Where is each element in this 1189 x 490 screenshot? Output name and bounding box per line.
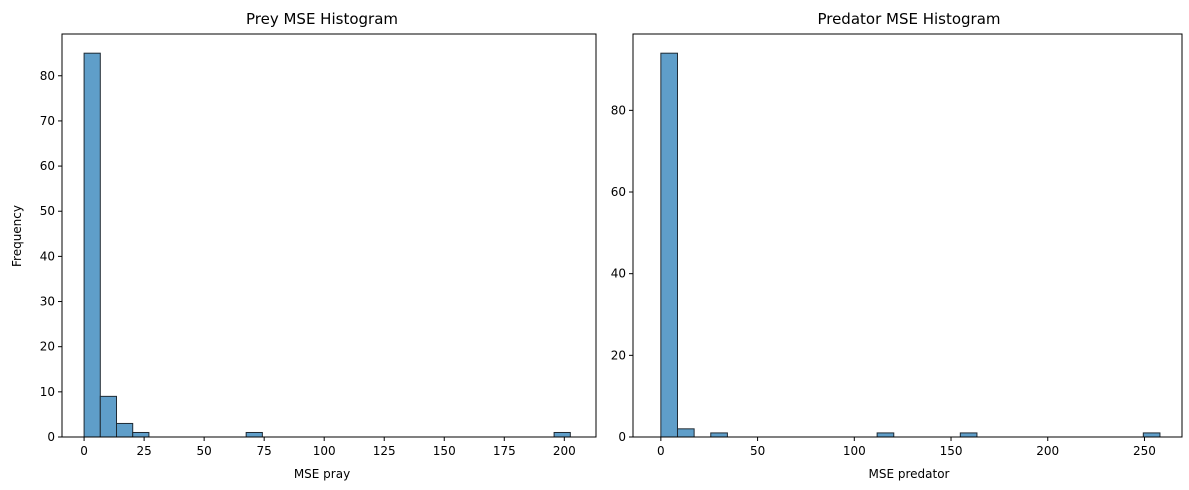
prey-histogram-bar <box>132 431 150 438</box>
prey-x-tick-label: 75 <box>257 444 272 458</box>
prey-x-tick-label: 200 <box>553 444 576 458</box>
predator-y-tick-label: 80 <box>611 103 626 117</box>
predator-histogram-bar <box>676 428 695 438</box>
prey-y-tick-label: 80 <box>40 69 55 83</box>
prey-histogram-bar <box>83 52 101 438</box>
prey-histogram-bar <box>99 395 118 438</box>
prey-y-tick-label: 50 <box>40 204 55 218</box>
predator-histogram-bar <box>710 432 728 438</box>
prey-y-tick-label: 70 <box>40 114 55 128</box>
prey-y-tick-label: 20 <box>40 340 55 354</box>
prey-axes-frame <box>61 33 597 438</box>
prey-y-tick-label: 0 <box>47 430 55 444</box>
predator-y-tick-label: 20 <box>611 348 626 362</box>
predator-x-tick-label: 200 <box>1036 444 1059 458</box>
prey-y-tick-label: 10 <box>40 385 55 399</box>
predator-histogram-bar <box>959 432 978 438</box>
prey-x-tick-label: 50 <box>197 444 212 458</box>
predator-y-tick-label: 60 <box>611 185 626 199</box>
predator-x-tick-label: 150 <box>940 444 963 458</box>
predator-x-tick-label: 250 <box>1133 444 1156 458</box>
predator-histogram-bar <box>660 52 678 438</box>
predator-x-tick-label: 100 <box>843 444 866 458</box>
prey-histogram-panel: Prey MSE Histogram MSE pray Frequency 0 2… <box>10 10 597 481</box>
prey-x-tick-label: 25 <box>136 444 151 458</box>
prey-y-tick-label: 60 <box>40 159 55 173</box>
prey-y-tick-label: 40 <box>40 249 55 263</box>
predator-y-tick-label: 40 <box>611 267 626 281</box>
predator-histogram-panel: Predator MSE Histogram MSE predator 0 50 1… <box>611 10 1183 481</box>
predator-histogram-bar <box>1142 432 1161 438</box>
predator-chart-title: Predator MSE Histogram <box>817 10 1000 28</box>
prey-histogram-bar <box>245 431 263 438</box>
prey-x-tick-label: 175 <box>493 444 516 458</box>
predator-y-tick-label: 0 <box>618 430 626 444</box>
predator-x-axis-label: MSE predator <box>869 467 950 481</box>
prey-x-tick-label: 0 <box>80 444 88 458</box>
prey-y-axis-label: Frequency <box>10 205 24 267</box>
prey-y-tick-label: 30 <box>40 295 55 309</box>
predator-x-tick-label: 50 <box>750 444 765 458</box>
predator-x-tick-label: 0 <box>657 444 665 458</box>
prey-histogram-bar <box>553 431 571 438</box>
prey-x-tick-label: 100 <box>313 444 336 458</box>
prey-x-tick-label: 150 <box>433 444 456 458</box>
prey-x-tick-label: 125 <box>373 444 396 458</box>
prey-x-axis-label: MSE pray <box>294 467 350 481</box>
prey-chart-title: Prey MSE Histogram <box>246 10 398 28</box>
prey-histogram-bar <box>116 422 134 438</box>
predator-axes-frame <box>632 33 1183 438</box>
predator-histogram-bar <box>876 432 895 438</box>
